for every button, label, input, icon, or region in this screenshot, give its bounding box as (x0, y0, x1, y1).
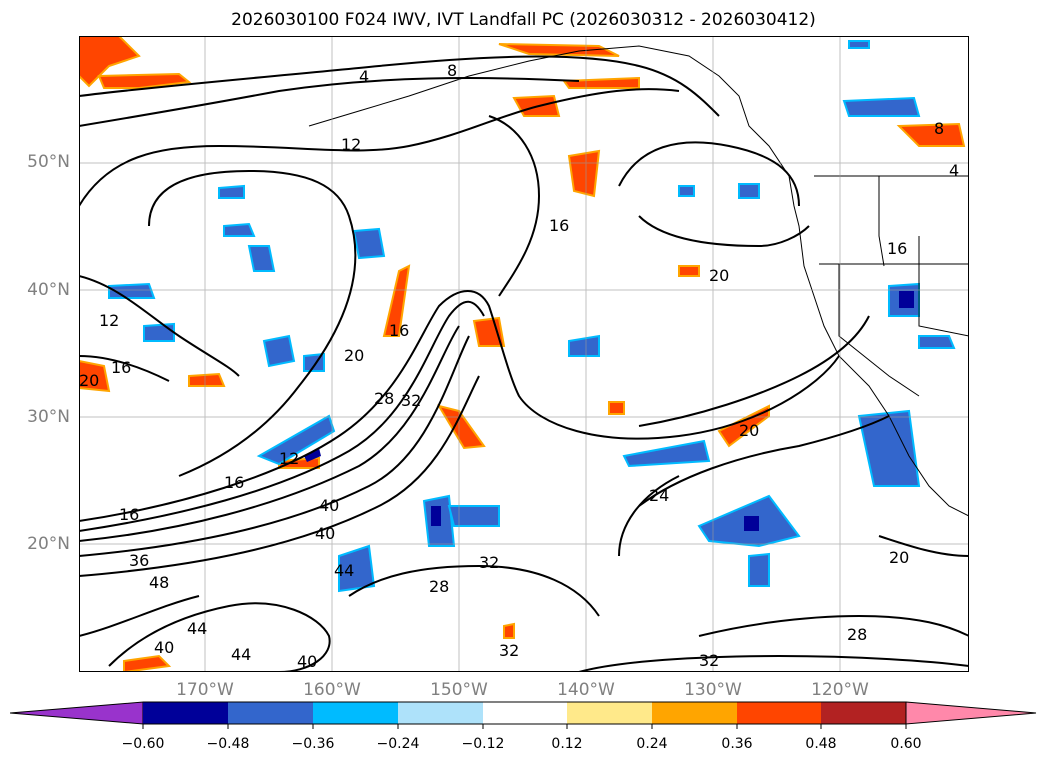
lon-label-140w: 140°W (557, 680, 615, 700)
lat-label-40n: 40°N (27, 280, 70, 300)
colorbar-ticks (142, 724, 907, 729)
contour-label: 28 (847, 625, 867, 644)
contour-label: 44 (187, 619, 207, 638)
contour-label: 12 (99, 311, 119, 330)
contour-label: 32 (479, 553, 499, 572)
contour-label: 40 (154, 638, 174, 657)
contour-label: 44 (231, 645, 251, 664)
colorbar-tick-label: 0.12 (551, 736, 582, 752)
contour-label: 20 (344, 346, 364, 365)
lon-label-170w: 170°W (176, 680, 234, 700)
colorbar-segment (652, 702, 737, 724)
contour-label: 20 (79, 371, 99, 390)
contour-label: 24 (649, 486, 669, 505)
colorbar-segment (398, 702, 483, 724)
anomaly-patches (79, 36, 966, 672)
contour-label: 28 (429, 577, 449, 596)
contour-label: 16 (111, 358, 131, 377)
iwv-contours (79, 55, 969, 672)
lat-label-30n: 30°N (27, 407, 70, 427)
contour-label: 40 (315, 524, 335, 543)
contour-label: 40 (297, 652, 317, 671)
contour-label: 48 (149, 573, 169, 592)
contour-label: 32 (401, 391, 421, 410)
contour-label: 16 (549, 216, 569, 235)
colorbar-segment (483, 702, 567, 724)
colorbar-segment (313, 702, 398, 724)
colorbar-tick-label: −0.60 (122, 736, 165, 752)
contour-label: 20 (739, 421, 759, 440)
contour-label: 44 (334, 561, 354, 580)
graticule (79, 36, 969, 672)
colorbar-tick-label: 0.48 (805, 736, 836, 752)
contour-label: 20 (709, 266, 729, 285)
contour-label: 8 (447, 61, 457, 80)
map-border (79, 36, 969, 672)
contour-label: 16 (887, 239, 907, 258)
map-title: 2026030100 F024 IWV, IVT Landfall PC (20… (231, 10, 816, 30)
contour-label: 28 (374, 389, 394, 408)
contour-label: 4 (359, 67, 369, 86)
contour-label: 16 (224, 473, 244, 492)
colorbar-extend-left (10, 701, 144, 725)
colorbar-extend-right (905, 701, 1037, 725)
lon-label-150w: 150°W (430, 680, 488, 700)
contour-label: 8 (934, 119, 944, 138)
colorbar-tick-label: −0.24 (377, 736, 420, 752)
colorbar-tick-label: −0.48 (207, 736, 250, 752)
lon-label-160w: 160°W (303, 680, 361, 700)
contour-label: 36 (129, 551, 149, 570)
colorbar-tick-label: 0.24 (636, 736, 667, 752)
colorbar-segment (567, 702, 652, 724)
contour-label: 12 (341, 135, 361, 154)
lat-label-50n: 50°N (27, 152, 70, 172)
contour-label: 20 (889, 548, 909, 567)
lon-label-130w: 130°W (684, 680, 742, 700)
colorbar-segments (10, 701, 1037, 725)
contour-label: 40 (319, 496, 339, 515)
colorbar-segment (143, 702, 228, 724)
contour-label: 16 (119, 505, 139, 524)
colorbar-tick-label: 0.60 (890, 736, 921, 752)
colorbar-segment (821, 702, 906, 724)
contour-label: 32 (499, 641, 519, 660)
colorbar-tick-labels: −0.60 −0.48 −0.36 −0.24 −0.12 0.12 0.24 … (122, 736, 922, 752)
colorbar-tick-label: 0.36 (721, 736, 752, 752)
contour-label: 16 (389, 321, 409, 340)
colorbar-segment (737, 702, 821, 724)
map-panel: 4 8 12 12 16 20 16 20 16 20 28 32 12 16 … (79, 36, 969, 672)
contour-label: 12 (279, 449, 299, 468)
contour-label: 32 (699, 651, 719, 670)
colorbar-tick-label: −0.36 (292, 736, 335, 752)
lat-label-20n: 20°N (27, 534, 70, 554)
colorbar-tick-label: −0.12 (462, 736, 505, 752)
colorbar: −0.60 −0.48 −0.36 −0.24 −0.12 0.12 0.24 … (10, 701, 1037, 752)
colorbar-segment (228, 702, 313, 724)
contour-labels: 4 8 12 12 16 20 16 20 16 20 28 32 12 16 … (79, 61, 959, 671)
lon-label-120w: 120°W (811, 680, 869, 700)
contour-label: 4 (949, 161, 959, 180)
